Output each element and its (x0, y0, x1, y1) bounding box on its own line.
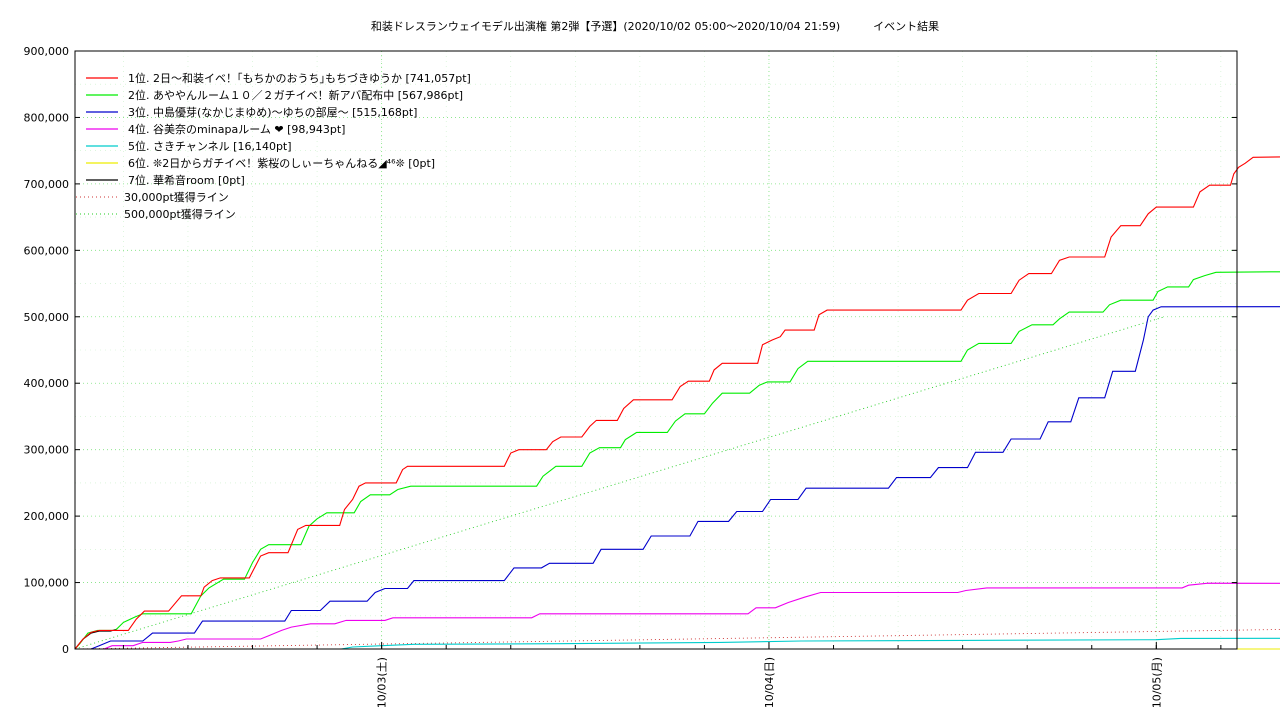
legend-entry: 30,000pt獲得ライン (124, 191, 229, 204)
legend-entry: 6位. ❊2日からガチイベ！紫桜のしぃーちゃんねる◢⁴⁶❊ [0pt] (128, 156, 435, 170)
legend-entry: 3位. 中島優芽(なかじまゆめ)〜ゆちの部屋〜 [515,168pt] (128, 105, 417, 119)
y-tick-label: 700,000 (24, 178, 70, 191)
y-tick-label: 800,000 (24, 111, 70, 124)
legend-entry: 2位. あややんルーム１０／２ガチイベ！新アバ配布中 [567,986pt] (128, 88, 463, 102)
y-tick-label: 900,000 (24, 45, 70, 58)
x-tick-label: 10/04(日) (763, 657, 776, 708)
series-line-3 (75, 306, 1280, 650)
y-tick-label: 400,000 (24, 377, 70, 390)
series-line-1 (74, 156, 1280, 650)
y-tick-label: 100,000 (24, 577, 70, 590)
x-tick-label: 10/03(土) (376, 657, 389, 708)
legend-entry: 1位. 2日〜和装イベ！｢もちかのおうち｣もちづきゆうか [741,057pt] (128, 71, 471, 85)
axis-ticks: 0 100,000 200,000 300,000 400,000 500,000 600,… (24, 45, 1237, 708)
plot-frame (74, 50, 1238, 650)
legend-entry: 7位. 華希音room [0pt] (128, 173, 245, 187)
series-layer (74, 156, 1280, 650)
x-tick-label: 10/05(月) (1150, 657, 1163, 708)
series-line-4 (75, 582, 1280, 650)
grid (75, 51, 1237, 649)
y-tick-label: 500,000 (24, 311, 70, 324)
legend-entry: 4位. 谷美奈のminapaルーム ❤ [98,943pt] (128, 122, 345, 136)
legend-entry: 5位. さきチャンネル [16,140pt] (128, 139, 292, 153)
chart-title: 和装ドレスランウェイモデル出演権 第2弾【予選】(2020/10/02 05:0… (371, 19, 939, 33)
legend-entry: 500,000pt獲得ライン (124, 208, 236, 221)
legend: 1位. 2日〜和装イベ！｢もちかのおうち｣もちづきゆうか [741,057pt]… (76, 71, 471, 221)
y-tick-label: 0 (62, 643, 69, 656)
series-line-8 (74, 629, 1280, 650)
series-line-2 (74, 271, 1280, 650)
y-tick-label: 300,000 (24, 444, 70, 457)
series-line-5 (75, 637, 1280, 650)
y-tick-label: 200,000 (24, 510, 70, 523)
y-tick-label: 600,000 (24, 244, 70, 257)
